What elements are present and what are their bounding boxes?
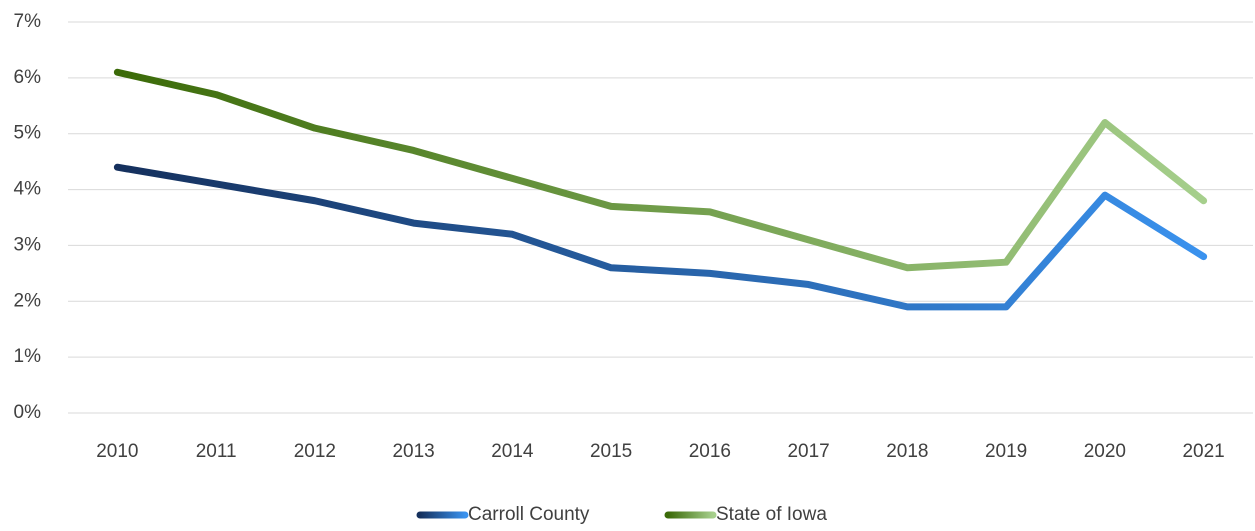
x-tick-label: 2011 bbox=[196, 441, 237, 462]
x-tick-label: 2017 bbox=[787, 441, 829, 462]
y-tick-label: 6% bbox=[14, 67, 42, 88]
y-tick-label: 7% bbox=[14, 11, 42, 32]
y-tick-label: 2% bbox=[14, 290, 42, 311]
x-tick-label: 2012 bbox=[294, 441, 336, 462]
y-tick-label: 5% bbox=[14, 123, 42, 144]
x-tick-label: 2020 bbox=[1084, 441, 1126, 462]
line bbox=[113, 68, 1208, 272]
x-tick-label: 2013 bbox=[392, 441, 434, 462]
y-tick-label: 3% bbox=[14, 234, 42, 255]
x-tick-label: 2014 bbox=[491, 441, 534, 462]
y-tick-label: 1% bbox=[14, 346, 42, 367]
y-tick-label: 0% bbox=[14, 402, 42, 423]
legend-label: Carroll County bbox=[468, 504, 590, 525]
x-tick-label: 2010 bbox=[96, 441, 138, 462]
x-tick-label: 2016 bbox=[689, 441, 731, 462]
x-tick-label: 2019 bbox=[985, 441, 1027, 462]
legend-label: State of Iowa bbox=[716, 504, 827, 525]
x-tick-label: 2018 bbox=[886, 441, 928, 462]
y-tick-label: 4% bbox=[14, 179, 42, 200]
x-tick-label: 2015 bbox=[590, 441, 632, 462]
line bbox=[113, 163, 1208, 311]
x-tick-label: 2021 bbox=[1182, 441, 1224, 462]
